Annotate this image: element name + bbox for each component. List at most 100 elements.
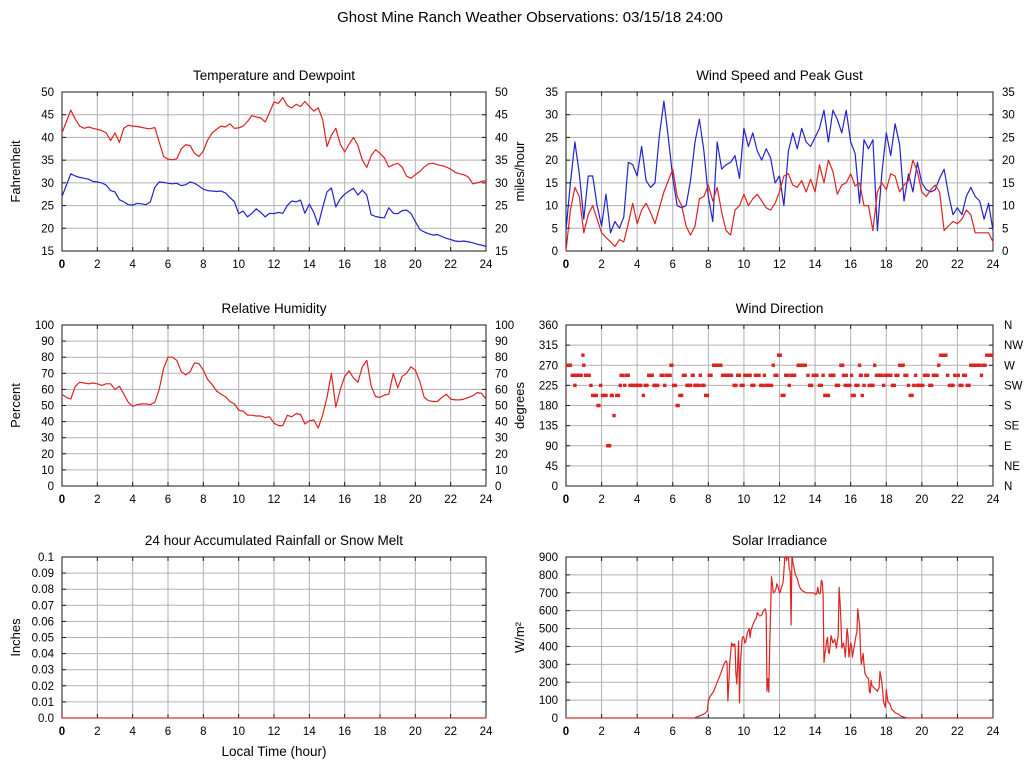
x-tick-label: 10 [738, 726, 751, 738]
axis-labels: 24 hour Accumulated Rainfall or Snow Mel… [8, 533, 493, 759]
y-tick-label: 60 [41, 384, 54, 396]
x-tick-label: 18 [880, 494, 893, 506]
x-tick-label: 20 [409, 726, 422, 738]
y-tick-label-right: 20 [495, 449, 508, 461]
y-tick-label: 700 [539, 588, 558, 600]
y-tick-label: 800 [539, 570, 558, 582]
y-tick-label: 0.03 [32, 665, 54, 677]
x-tick-label: 24 [987, 494, 1000, 506]
y-tick-label-right: 90 [495, 336, 508, 348]
x-tick-label: 20 [915, 494, 928, 506]
x-tick-label: 2 [598, 259, 604, 271]
compass-label: N [1004, 481, 1012, 493]
tick-marks [61, 324, 487, 487]
y-tick-label: 40 [41, 132, 54, 144]
y-tick-label: 20 [41, 449, 54, 461]
y-tick-label-right: 60 [495, 384, 508, 396]
x-tick-label: 12 [268, 259, 281, 271]
y-tick-label: 100 [35, 320, 54, 332]
x-tick-label: 22 [444, 726, 457, 738]
y-axis-title: Percent [8, 383, 23, 428]
y-tick-label-right: 35 [1002, 87, 1015, 99]
y-tick-label: 315 [539, 340, 558, 352]
x-tick-label: 4 [634, 494, 641, 506]
x-tick-label: 24 [480, 494, 493, 506]
y-tick-label-right: 20 [495, 223, 508, 235]
y-tick-label: 400 [539, 641, 558, 653]
y-tick-label-right: 70 [495, 368, 508, 380]
x-tick-label: 14 [303, 259, 316, 271]
y-tick-label: 50 [41, 87, 54, 99]
y-tick-label: 15 [545, 178, 558, 190]
grid [61, 324, 487, 487]
y-tick-label: 5 [552, 223, 558, 235]
x-tick-label: 2 [598, 726, 604, 738]
y-tick-label: 50 [41, 401, 54, 413]
x-tick-label: 14 [809, 494, 822, 506]
x-tick-label: 16 [844, 494, 857, 506]
compass-label: W [1004, 360, 1015, 372]
x-tick-label: 0 [563, 494, 569, 506]
x-tick-label: 6 [165, 259, 171, 271]
x-tick-label: 6 [165, 494, 171, 506]
y-tick-label: 0.0 [38, 713, 54, 725]
y-tick-label-right: 15 [495, 246, 508, 258]
axis-labels: Solar Irradiance010020030040050060070080… [512, 533, 1000, 738]
x-tick-label: 0 [59, 259, 65, 271]
x-tick-label: 6 [670, 494, 676, 506]
y-tick-label: 500 [539, 624, 558, 636]
x-tick-label: 12 [268, 726, 281, 738]
y-tick-label: 225 [539, 380, 558, 392]
y-tick-label: 180 [539, 401, 558, 413]
x-tick-label: 0 [563, 726, 569, 738]
x-tick-label: 22 [951, 259, 964, 271]
compass-label: SE [1004, 421, 1020, 433]
x-tick-label: 8 [200, 259, 206, 271]
chart-title: Temperature and Dewpoint [193, 68, 355, 83]
tick-marks [565, 324, 994, 487]
y-tick-label: 360 [539, 320, 558, 332]
x-tick-label: 12 [773, 259, 786, 271]
x-tick-label: 10 [738, 259, 751, 271]
x-tick-label: 6 [165, 726, 171, 738]
grid [565, 324, 994, 487]
compass-label: S [1004, 401, 1012, 413]
y-tick-label: 0.06 [32, 616, 54, 628]
y-axis-title: W/m² [512, 621, 527, 653]
compass-label: NE [1004, 461, 1020, 473]
y-tick-label-right: 15 [1002, 178, 1015, 190]
y-tick-label: 0.01 [32, 697, 54, 709]
compass-label: E [1004, 441, 1012, 453]
y-tick-label: 200 [539, 677, 558, 689]
y-tick-label-right: 0 [1002, 246, 1008, 258]
y-tick-label: 10 [545, 201, 558, 213]
x-tick-label: 2 [94, 494, 100, 506]
y-tick-label-right: 40 [495, 417, 508, 429]
grid [565, 556, 994, 719]
chart-title: Wind Speed and Peak Gust [696, 68, 863, 83]
y-tick-label: 270 [539, 360, 558, 372]
chart-title: 24 hour Accumulated Rainfall or Snow Mel… [145, 533, 403, 548]
y-tick-label: 300 [539, 659, 558, 671]
tick-marks [61, 91, 487, 252]
x-tick-label: 4 [129, 726, 136, 738]
x-tick-label: 12 [773, 494, 786, 506]
x-tick-label: 6 [670, 259, 676, 271]
y-tick-label: 35 [41, 155, 54, 167]
x-tick-label: 14 [809, 259, 822, 271]
x-tick-label: 16 [338, 259, 351, 271]
y-tick-label: 0 [552, 481, 558, 493]
y-tick-label: 15 [41, 246, 54, 258]
y-tick-label: 35 [545, 87, 558, 99]
x-tick-label: 10 [232, 494, 245, 506]
y-tick-label: 70 [41, 368, 54, 380]
y-tick-label-right: 0 [495, 481, 501, 493]
x-tick-label: 4 [129, 494, 136, 506]
y-tick-label-right: 40 [495, 132, 508, 144]
y-tick-label-right: 30 [1002, 110, 1015, 122]
y-tick-label-right: 5 [1002, 223, 1008, 235]
y-tick-label: 45 [545, 461, 558, 473]
